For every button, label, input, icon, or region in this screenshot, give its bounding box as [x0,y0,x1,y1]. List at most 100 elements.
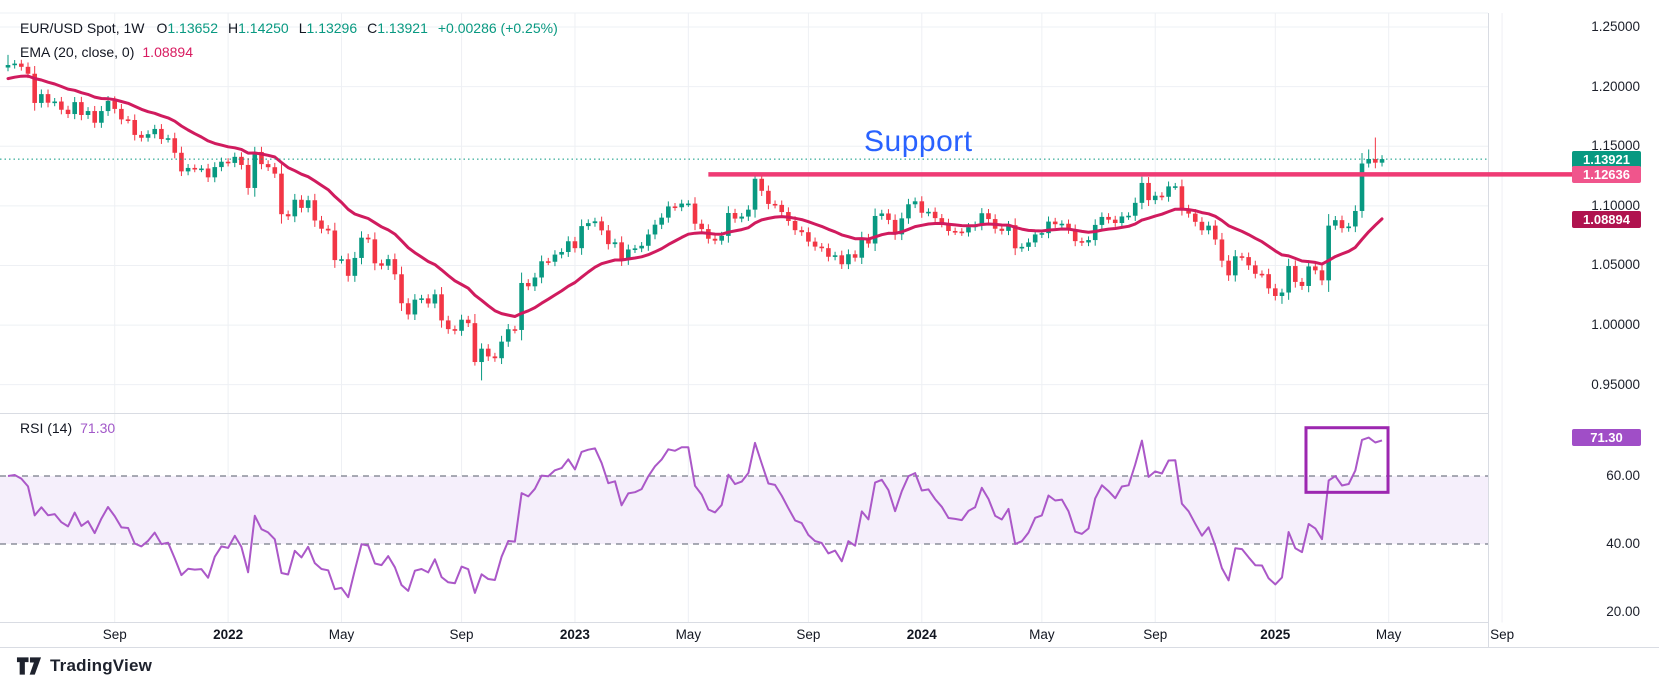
candle-body [1206,225,1211,231]
candle-body [832,255,838,257]
candle-body [939,218,945,224]
candle-body [932,211,938,219]
candle-body [1026,242,1031,247]
candle-body [519,282,524,330]
candle-body [1346,226,1351,229]
price-axis-scale[interactable]: 1.13921 1.12636 1.08894 71.30 1.25000 1.2… [1488,0,1659,648]
chart-plot-area[interactable] [0,0,1659,648]
candle-body [432,294,438,304]
low-value: 1.13296 [306,20,358,36]
candle-body [319,220,324,229]
candle-body [879,213,885,216]
candle-body [1326,225,1331,281]
rsi-highlight-box[interactable] [1304,426,1390,494]
candle-body [85,111,91,115]
rsi-value-badge: 71.30 [1572,429,1641,447]
candle-body [732,212,738,219]
price-axis-label: 1.15000 [1591,138,1640,154]
candle-body [719,235,724,241]
candle-body [1072,229,1078,242]
candle-body [819,246,825,249]
candle-body [1126,215,1131,218]
candle-body [52,101,57,104]
candle-body [325,228,331,231]
candle-body [1099,216,1105,225]
candle-body [659,217,664,225]
candle-body [866,238,871,244]
candle-body [5,65,11,68]
time-axis-scale[interactable]: Sep 2022 May Sep 2023 May Sep 2024 May Sep 2025 May… [0,622,1514,648]
candle-body [1046,221,1051,234]
ema-legend-row[interactable]: EMA (20, close, 0) 1.08894 [20,40,193,64]
candle-body [272,167,278,174]
support-annotation-text[interactable]: Support [864,125,973,158]
candle-body [1333,220,1338,226]
candle-body [505,329,511,342]
last-price-badge: 1.13921 [1572,150,1641,168]
candle-body [1313,266,1318,271]
price-axis-label: 0.95000 [1591,376,1640,392]
rsi-label: RSI (14) [20,420,73,436]
time-axis-label: 2025 [1260,627,1291,642]
ema-value: 1.08894 [142,44,193,60]
candle-body [1152,195,1158,201]
candle-body [99,111,104,123]
ema-line[interactable] [6,74,1384,318]
time-axis-label: May [1029,627,1055,642]
candle-body [259,151,264,165]
symbol-legend-row[interactable]: EUR/USD Spot, 1W O1.13652 H1.14250 L1.13296… [20,16,558,40]
candle-body [892,219,898,235]
candle-body [699,223,704,230]
candle-body [926,211,931,214]
candle-body [1052,221,1058,225]
candle-body [712,238,718,241]
symbol-title: EUR/USD Spot, 1W [20,20,145,36]
candle-body [1239,256,1245,258]
candle-body [212,167,218,178]
candle-body [759,178,765,191]
price-axis-label: 1.20000 [1591,78,1640,94]
candle-body [1273,288,1278,296]
candle-body [1246,257,1251,266]
price-axis-label: 1.25000 [1591,19,1640,34]
rsi-value: 71.30 [80,420,116,436]
candle-body [626,249,631,260]
candle-body [1172,186,1178,188]
candle-body [19,63,24,67]
price-axis-label: 1.00000 [1591,317,1640,333]
price-axis-label: 1.05000 [1591,257,1640,273]
candle-body [1319,270,1325,281]
candle-body [1379,159,1385,163]
candle-body [552,254,558,262]
candle-body [1186,208,1191,214]
time-axis-label: May [328,627,355,642]
candle-body [919,201,925,213]
candle-body [499,341,504,359]
candle-body [1039,233,1045,235]
candle-body [766,190,771,204]
candle-body [485,348,491,357]
candle-body [345,259,351,276]
candle-body [32,73,37,103]
candle-body [986,213,991,220]
candle-body [1059,223,1065,226]
candle-body [245,164,251,188]
candle-body [979,213,985,226]
candle-body [912,201,918,205]
candle-body [946,223,951,231]
low-label: L [298,20,307,36]
rsi-axis-label: 40.00 [1606,536,1640,551]
candle-body [752,178,758,210]
candle-body [139,134,144,138]
candle-body [359,237,364,258]
candle-body [999,228,1005,231]
rsi-legend-row[interactable]: RSI (14) 71.30 [20,420,115,436]
candle-body [1366,158,1371,164]
tradingview-attribution[interactable]: TradingView [16,656,152,676]
candle-body [379,263,384,266]
candle-body [739,216,744,219]
candle-body [332,230,338,261]
candle-body [846,254,851,265]
rsi-line[interactable] [7,436,1383,599]
